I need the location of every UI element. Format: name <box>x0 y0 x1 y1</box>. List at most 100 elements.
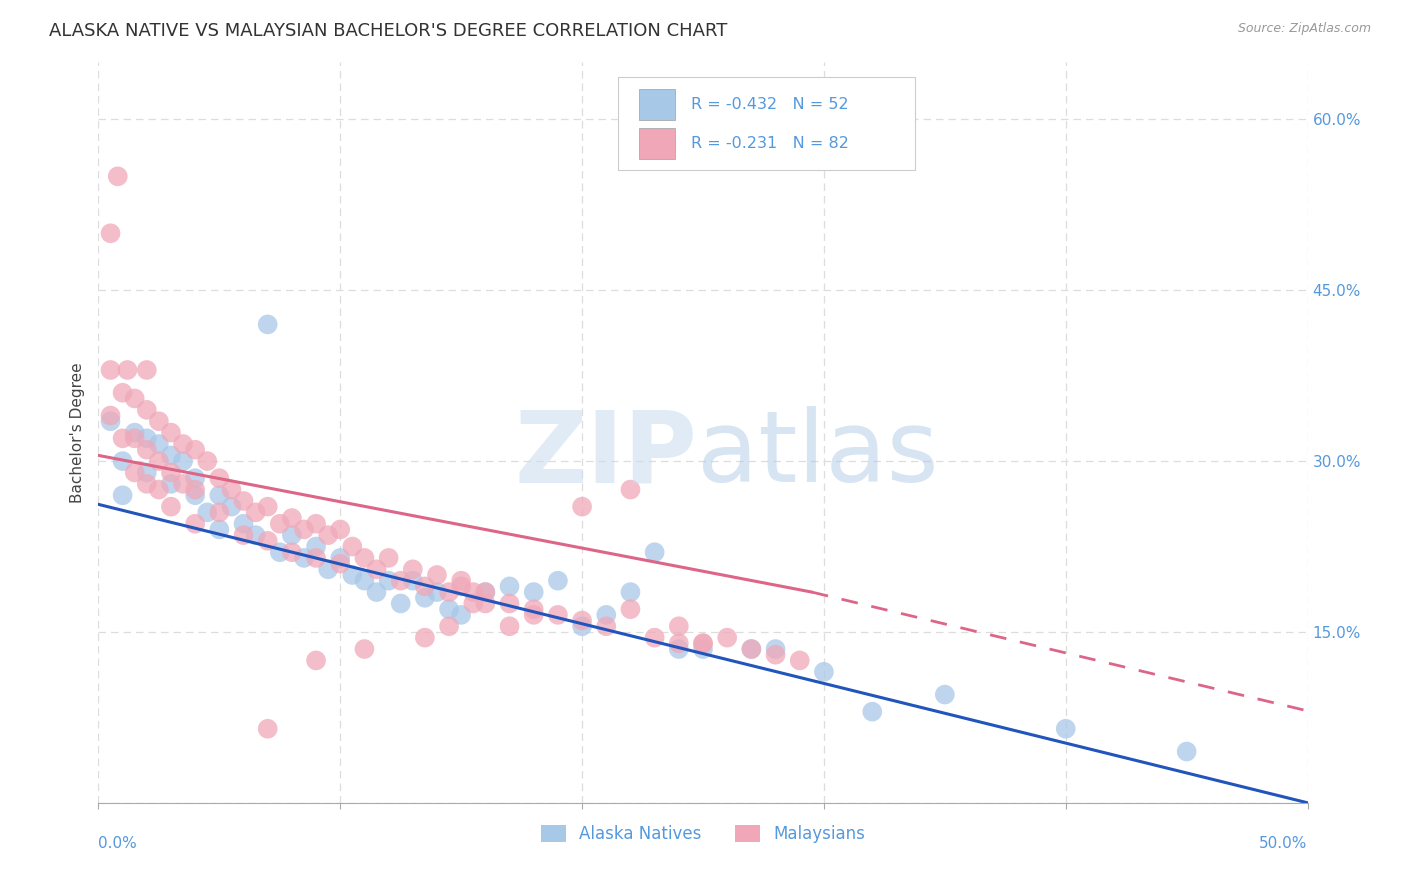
Point <box>813 665 835 679</box>
Point <box>305 540 328 554</box>
Point <box>256 722 278 736</box>
Point <box>148 483 170 497</box>
Point <box>366 562 388 576</box>
Point <box>111 431 134 445</box>
Point <box>135 431 157 445</box>
Point <box>160 476 183 491</box>
Point <box>450 579 472 593</box>
Point <box>644 545 666 559</box>
Point <box>281 545 304 559</box>
Point <box>437 602 460 616</box>
Point <box>437 619 460 633</box>
Point <box>269 545 291 559</box>
Point <box>765 648 787 662</box>
Point <box>281 528 304 542</box>
Point <box>692 636 714 650</box>
Point <box>135 466 157 480</box>
Point <box>184 516 207 531</box>
Point <box>100 363 122 377</box>
Point <box>195 454 218 468</box>
Point <box>221 500 243 514</box>
Point <box>232 528 254 542</box>
Point <box>547 607 569 622</box>
Point <box>342 568 364 582</box>
Point <box>245 505 267 519</box>
Point <box>571 614 593 628</box>
Point <box>450 607 472 622</box>
Point <box>100 414 122 428</box>
Point <box>450 574 472 588</box>
Text: R = -0.432   N = 52: R = -0.432 N = 52 <box>690 97 849 112</box>
Point <box>402 562 425 576</box>
Point <box>437 585 460 599</box>
Point <box>111 488 134 502</box>
Point <box>329 557 352 571</box>
Point <box>148 454 170 468</box>
Point <box>184 471 207 485</box>
Point <box>111 385 134 400</box>
Point <box>117 363 139 377</box>
Text: Source: ZipAtlas.com: Source: ZipAtlas.com <box>1237 22 1371 36</box>
Point <box>740 642 762 657</box>
Point <box>172 437 194 451</box>
Point <box>329 550 352 565</box>
Point <box>160 449 183 463</box>
Point <box>269 516 291 531</box>
Point <box>124 431 146 445</box>
Point <box>100 409 122 423</box>
Point <box>329 523 352 537</box>
Point <box>668 636 690 650</box>
Point <box>377 574 399 588</box>
Point <box>692 636 714 650</box>
Point <box>160 500 183 514</box>
Point <box>426 568 449 582</box>
Point <box>256 533 278 548</box>
Point <box>413 591 436 605</box>
Point <box>305 550 328 565</box>
Point <box>353 642 375 657</box>
Point <box>1175 745 1198 759</box>
Point <box>292 523 315 537</box>
Point <box>148 414 170 428</box>
Point <box>523 585 546 599</box>
Point <box>124 392 146 406</box>
Point <box>716 631 738 645</box>
Point <box>595 607 617 622</box>
Point <box>160 466 183 480</box>
Point <box>107 169 129 184</box>
Point <box>256 500 278 514</box>
Point <box>619 483 641 497</box>
Point <box>135 363 157 377</box>
Point <box>208 471 231 485</box>
Point <box>342 540 364 554</box>
Point <box>619 585 641 599</box>
Point <box>172 454 194 468</box>
Point <box>1054 722 1077 736</box>
Point <box>389 574 412 588</box>
Point <box>474 585 496 599</box>
Point <box>160 425 183 440</box>
Point <box>377 550 399 565</box>
Point <box>426 585 449 599</box>
Point <box>571 500 593 514</box>
Point <box>111 454 134 468</box>
Point <box>256 318 278 332</box>
Point <box>281 511 304 525</box>
Point <box>389 597 412 611</box>
Text: atlas: atlas <box>697 407 939 503</box>
Point <box>316 528 339 542</box>
Point <box>668 619 690 633</box>
Point <box>353 574 375 588</box>
Point <box>366 585 388 599</box>
FancyBboxPatch shape <box>638 128 675 160</box>
Point <box>305 653 328 667</box>
Point <box>740 642 762 657</box>
Point <box>100 227 122 241</box>
Y-axis label: Bachelor's Degree: Bachelor's Degree <box>70 362 86 503</box>
Point <box>523 602 546 616</box>
Point <box>305 516 328 531</box>
Point <box>789 653 811 667</box>
FancyBboxPatch shape <box>638 89 675 120</box>
Point <box>135 402 157 417</box>
Point <box>148 437 170 451</box>
